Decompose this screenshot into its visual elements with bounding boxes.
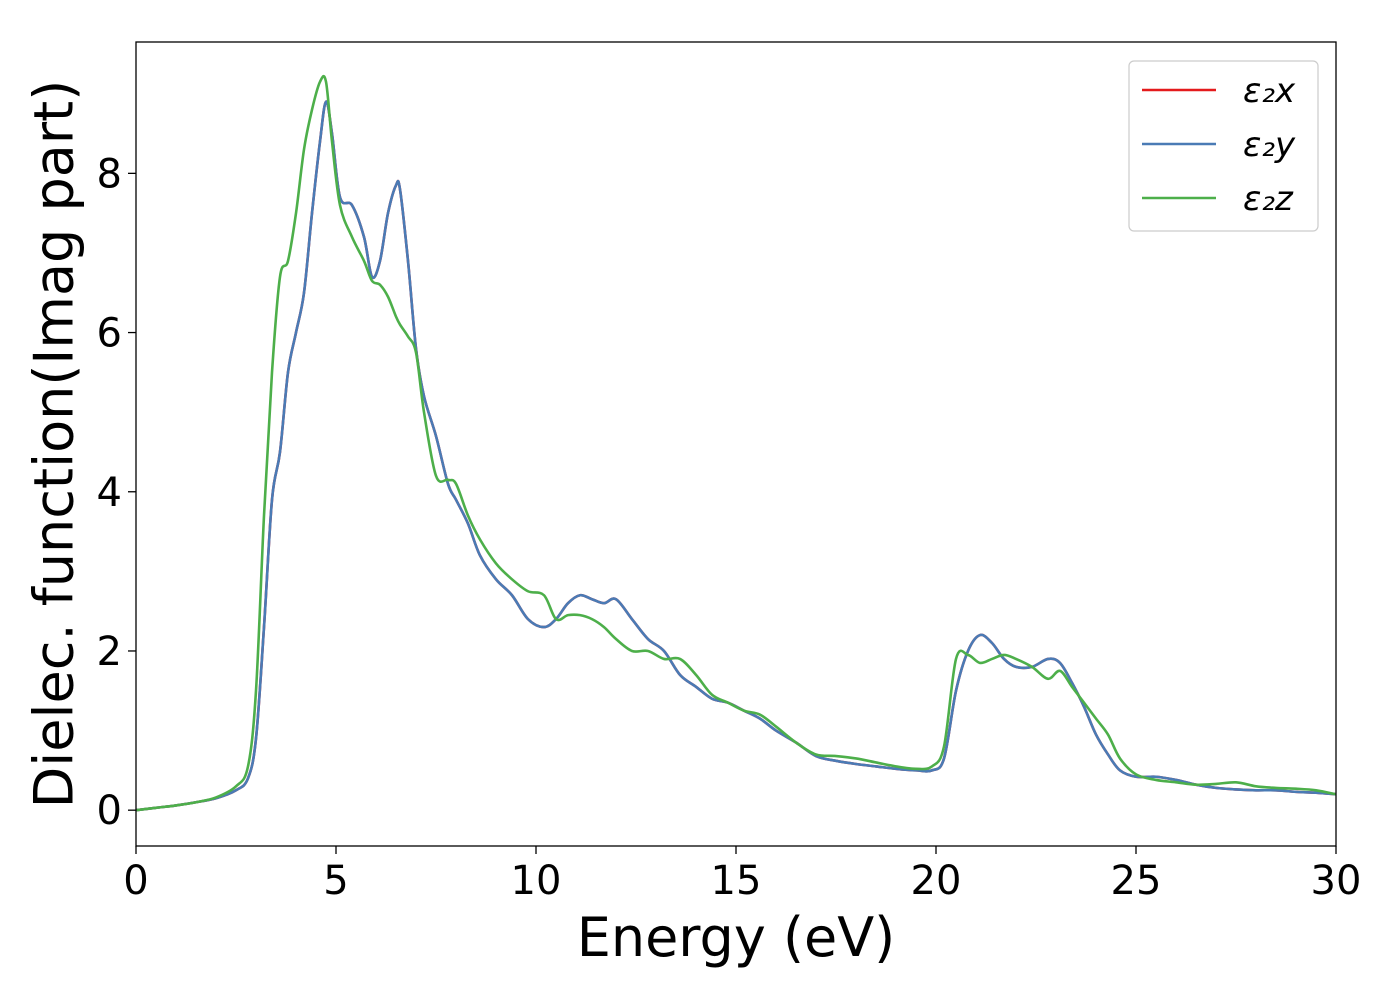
y-tick-label: 0 (97, 788, 122, 834)
y-axis-label: Dielec. function(Imag part) (23, 80, 86, 809)
legend-box (1128, 60, 1319, 232)
x-tick-label: 15 (711, 858, 762, 904)
x-tick-label: 25 (1111, 858, 1162, 904)
x-tick-label: 0 (123, 858, 148, 904)
series-layer (136, 74, 1336, 812)
x-tick-label: 20 (911, 858, 962, 904)
legend-label: ε₂y (1243, 125, 1296, 165)
x-axis-ticks: 0 5 10 15 20 25 30 (123, 846, 1361, 904)
y-tick-label: 8 (97, 151, 122, 197)
y-tick-label: 4 (97, 470, 122, 516)
y-tick-label: 2 (97, 629, 122, 675)
legend-label: ε₂x (1243, 71, 1296, 111)
x-tick-label: 10 (511, 858, 562, 904)
x-tick-label: 5 (323, 858, 348, 904)
y-axis-ticks: 0 2 4 6 8 (97, 151, 136, 834)
series-line-3 (136, 74, 1336, 812)
legend: ε₂x ε₂y ε₂z (1128, 60, 1319, 232)
x-axis-label: Energy (eV) (577, 906, 896, 969)
legend-label: ε₂z (1243, 179, 1294, 219)
x-tick-label: 30 (1311, 858, 1362, 904)
series-line-2 (136, 100, 1336, 812)
y-tick-label: 6 (97, 311, 122, 357)
